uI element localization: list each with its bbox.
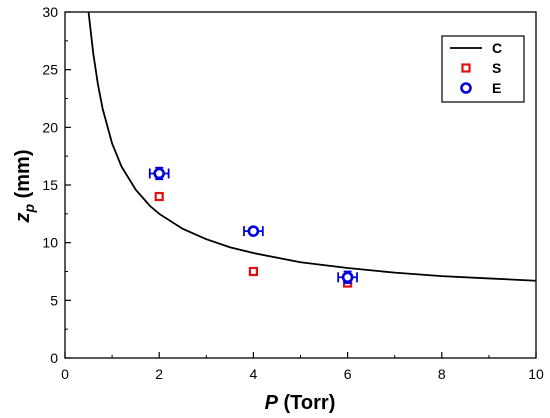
x-tick-label: 4	[250, 366, 258, 382]
axes: 0 2 4 6 8 10 0 5 10 15 20 25 30	[42, 4, 544, 382]
legend-swatch-s	[461, 63, 471, 73]
y-axis-subscript: p	[21, 204, 37, 214]
x-axis-title: P (Torr)	[265, 392, 336, 414]
point-e	[341, 271, 354, 284]
y-tick-label: 30	[42, 4, 58, 20]
legend-label-c: C	[492, 40, 502, 56]
plot-area	[87, 12, 536, 288]
y-tick-label: 20	[42, 119, 58, 135]
y-tick-label: 10	[42, 235, 58, 251]
y-axis-unit: (mm)	[12, 149, 34, 203]
point-e	[153, 167, 165, 180]
x-tick-label: 2	[155, 366, 163, 382]
legend-swatch-e	[460, 82, 472, 94]
point-e	[247, 225, 260, 237]
legend-label-s: S	[492, 60, 501, 76]
x-tick-label: 10	[528, 366, 544, 382]
legend-box	[441, 35, 525, 103]
x-tick-label: 6	[344, 366, 352, 382]
y-tick-label: 15	[42, 177, 58, 193]
y-tick-label: 25	[42, 62, 58, 78]
y-tick-label: 5	[50, 292, 58, 308]
y-tick-label: 0	[50, 350, 58, 366]
y-axis-symbol: z	[12, 213, 34, 224]
point-s	[154, 191, 164, 202]
curve-line-c	[87, 12, 536, 282]
legend-label-e: E	[492, 80, 501, 96]
x-tick-label: 0	[61, 366, 69, 382]
x-axis-unit: (Torr)	[278, 392, 335, 414]
y-axis-title: zp (mm)	[12, 149, 37, 223]
point-s	[248, 266, 258, 277]
x-axis-symbol: P	[265, 392, 279, 414]
legend: CSE	[441, 35, 525, 103]
x-tick-label: 8	[438, 366, 446, 382]
